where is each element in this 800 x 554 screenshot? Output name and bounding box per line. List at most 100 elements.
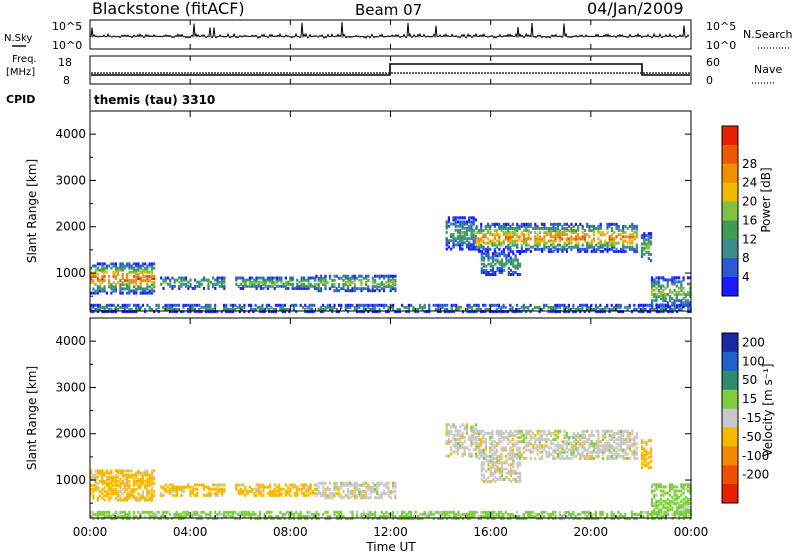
heatmap-cell (669, 487, 672, 491)
heatmap-cell (246, 489, 249, 493)
heatmap-cell (543, 303, 546, 307)
heatmap-cell (628, 303, 631, 307)
heatmap-cell (126, 484, 129, 487)
heatmap-cell (536, 243, 539, 247)
heatmap-cell (169, 280, 172, 284)
heatmap-cell (509, 448, 512, 452)
heatmap-cell (556, 303, 559, 307)
heatmap-cell (96, 481, 99, 485)
heatmap-cell (671, 290, 674, 294)
heatmap-cell (355, 512, 359, 516)
heatmap-cell (511, 222, 514, 226)
heatmap-cell (385, 481, 388, 485)
heatmap-cell (505, 475, 508, 479)
heatmap-cell (284, 282, 287, 286)
heatmap-cell (491, 222, 494, 226)
heatmap-cell (387, 310, 390, 314)
heatmap-cell (207, 512, 210, 516)
heatmap-cell (635, 233, 638, 237)
heatmap-cell (457, 517, 460, 521)
heatmap-cell (487, 271, 490, 274)
heatmap-cell (346, 483, 350, 487)
heatmap-cell (477, 431, 481, 435)
heatmap-cell (137, 308, 140, 311)
heatmap-cell (650, 305, 654, 309)
heatmap-cell (130, 475, 133, 479)
heatmap-cell (523, 456, 526, 460)
heatmap-cell (289, 483, 292, 487)
heatmap-cell (353, 496, 356, 500)
heatmap-cell (581, 237, 584, 241)
heatmap-cell (123, 303, 126, 307)
heatmap-cell (635, 512, 638, 516)
heatmap-cell (445, 241, 448, 245)
heatmap-cell (300, 276, 303, 280)
heatmap-cell (590, 454, 593, 458)
heatmap-cell (157, 510, 160, 514)
heatmap-cell (601, 231, 605, 235)
heatmap-cell (279, 510, 282, 514)
heatmap-cell (110, 486, 113, 490)
heatmap-cell (367, 510, 370, 514)
heatmap-cell (482, 247, 485, 251)
heatmap-cell (608, 456, 611, 460)
heatmap-cell (547, 229, 550, 233)
heatmap-cell (455, 515, 458, 518)
heatmap-cell (498, 434, 501, 437)
heatmap-cell (488, 308, 492, 311)
heatmap-cell (401, 515, 404, 518)
heatmap-cell (374, 305, 377, 309)
heatmap-cell (101, 264, 104, 268)
heatmap-cell (574, 243, 577, 247)
heatmap-cell (407, 310, 410, 314)
heatmap-cell (640, 441, 644, 445)
heatmap-cell (148, 490, 151, 494)
heatmap-cell (383, 305, 386, 309)
heatmap-cell (101, 469, 104, 473)
heatmap-cell (477, 515, 480, 518)
heatmap-cell (456, 220, 460, 224)
heatmap-cell (474, 423, 478, 427)
y-tick-label: 3000 (55, 173, 86, 187)
heatmap-cell (110, 308, 113, 311)
heatmap-cell (563, 450, 566, 454)
heatmap-cell (507, 247, 510, 251)
heatmap-cell (207, 310, 210, 314)
heatmap-cell (592, 517, 595, 521)
heatmap-cell (599, 231, 602, 235)
heatmap-cell (401, 510, 404, 514)
heatmap-cell (157, 303, 160, 307)
heatmap-cell (148, 270, 151, 274)
heatmap-cell (631, 452, 634, 456)
heatmap-cell (482, 467, 486, 471)
heatmap-cell (362, 512, 365, 516)
heatmap-cell (416, 517, 419, 521)
heatmap-cell (519, 480, 522, 483)
heatmap-cell (577, 442, 580, 446)
heatmap-cell (250, 305, 253, 309)
heatmap-cell (432, 517, 435, 521)
heatmap-cell (461, 442, 464, 446)
heatmap-cell (561, 454, 564, 458)
heatmap-cell (619, 305, 622, 309)
heatmap-cell (628, 431, 632, 435)
heatmap-cell (594, 303, 597, 307)
heatmap-cell (507, 463, 510, 467)
heatmap-cell (592, 456, 595, 460)
heatmap-cell (563, 247, 566, 251)
x-tick-label: 20:00 (574, 525, 609, 539)
freq-unit-label: [MHz] (6, 67, 35, 78)
heatmap-cell (459, 243, 462, 247)
heatmap-cell (110, 283, 113, 287)
heatmap-cell (452, 433, 455, 437)
heatmap-cell (157, 305, 160, 309)
heatmap-cell (613, 434, 616, 437)
heatmap-cell (484, 233, 487, 237)
heatmap-cell (349, 278, 352, 282)
heatmap-cell (626, 438, 629, 442)
heatmap-cell (148, 510, 151, 514)
heatmap-cell (246, 284, 249, 288)
heatmap-cell (193, 286, 197, 290)
heatmap-cell (489, 465, 492, 469)
heatmap-cell (119, 283, 122, 287)
